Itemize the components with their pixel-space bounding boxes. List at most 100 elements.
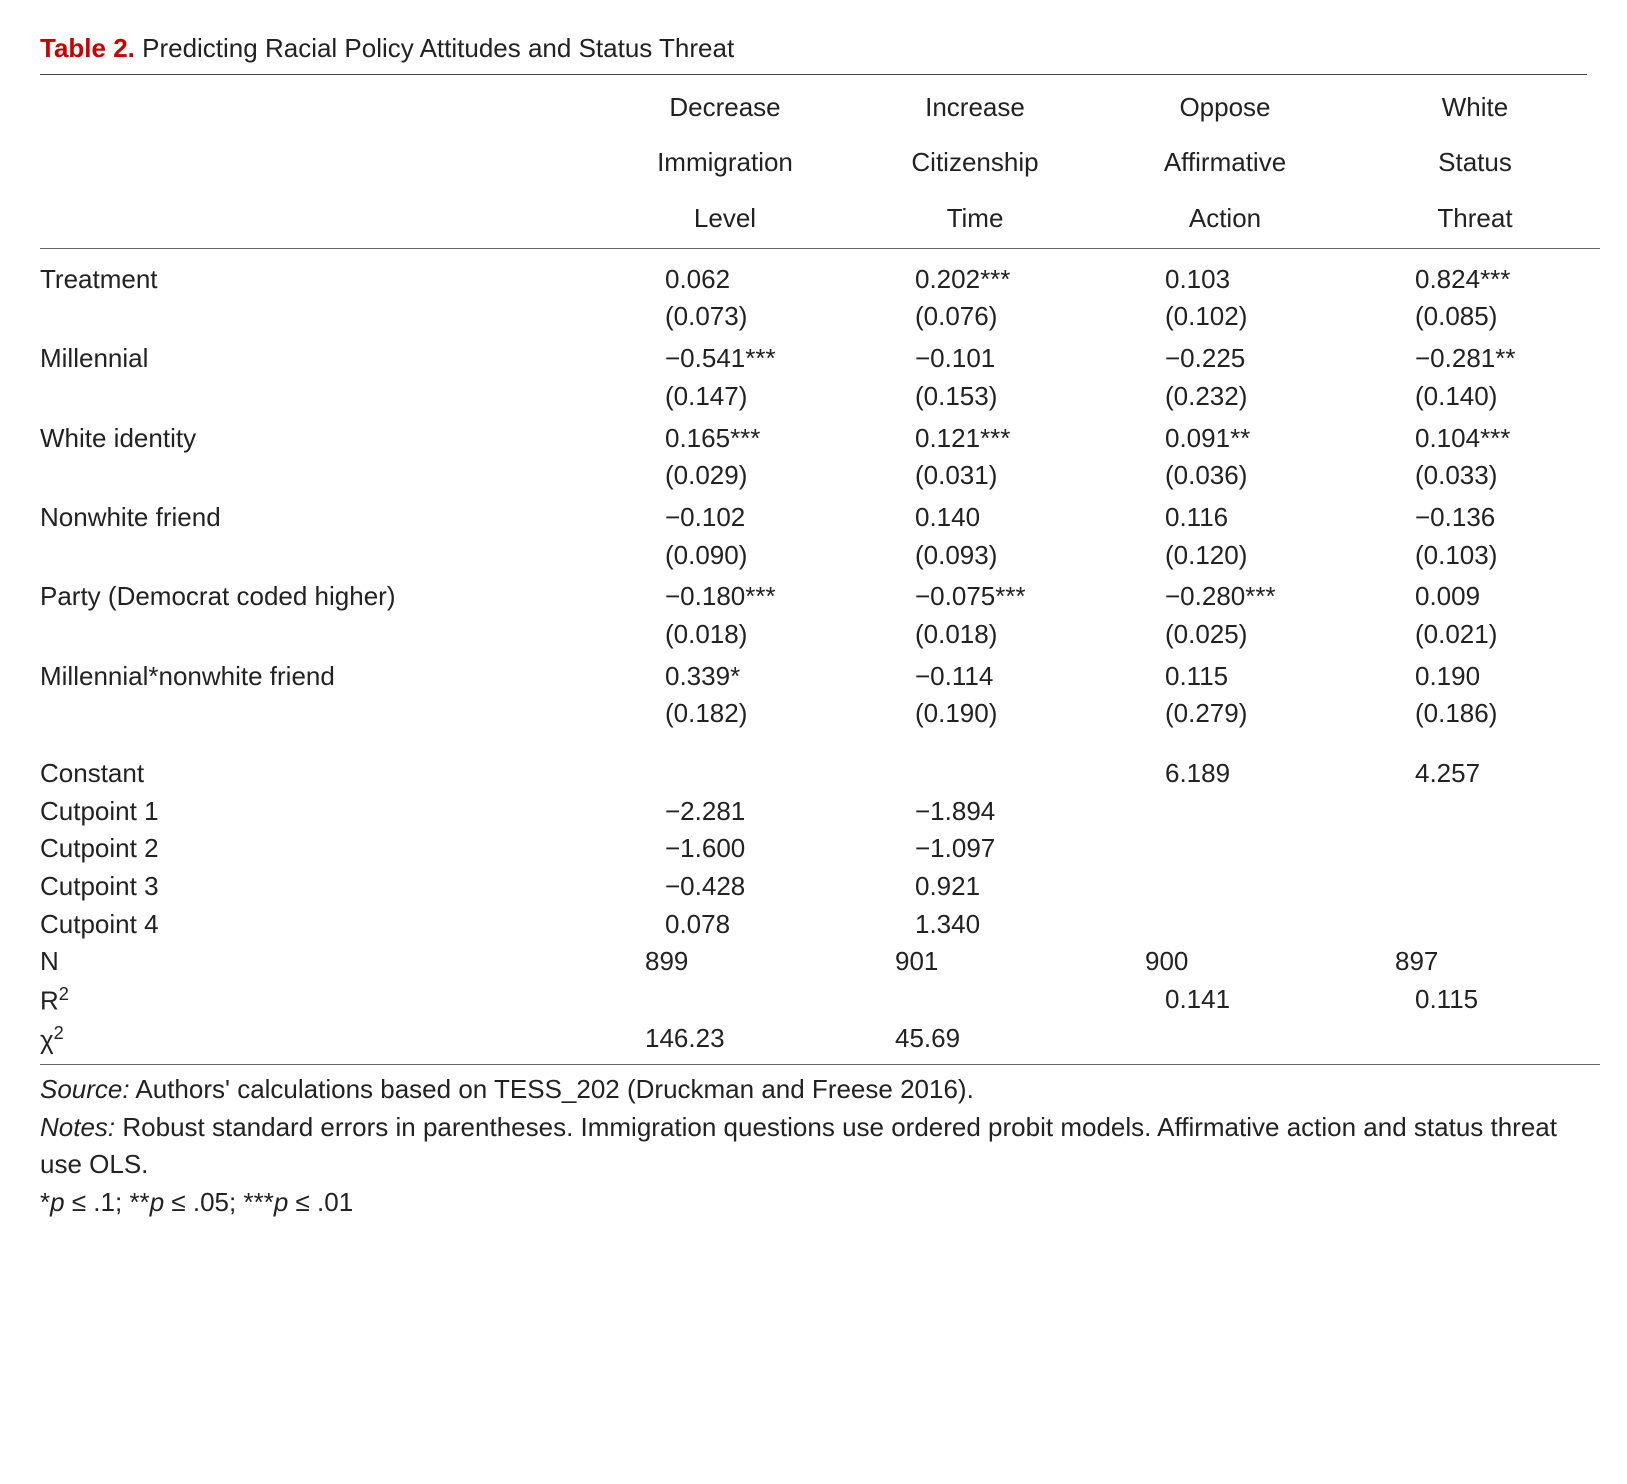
stat-cell [1100,793,1350,831]
table-row: White identity 0.165*** 0.121*** 0.091**… [40,416,1600,458]
col1-h1: Decrease [600,75,850,131]
stat-cell [1350,906,1600,944]
coef-cell: −0.180*** [600,574,850,616]
table-row: Cutpoint 4 0.078 1.340 [40,906,1600,944]
stat-cell: 901 [850,943,1100,981]
coef-cell: 0.165*** [600,416,850,458]
notes-line: Notes: Robust standard errors in parenth… [40,1109,1587,1184]
coef-cell: 0.009 [1350,574,1600,616]
table-title: Table 2. Predicting Racial Policy Attitu… [40,30,1587,75]
stat-cell: 0.921 [850,868,1100,906]
se-cell: (0.153) [850,378,1100,416]
row-label: Cutpoint 2 [40,830,600,868]
se-cell: (0.036) [1100,457,1350,495]
table-row: Millennial−0.541***−0.101−0.225−0.281** [40,336,1600,378]
regression-table: Decrease Increase Oppose White Immigrati… [40,75,1600,1065]
table-row: χ2146.2345.69 [40,1020,1600,1059]
table-row: (0.073)(0.076)(0.102)(0.085) [40,298,1600,336]
row-label: White identity [40,416,600,458]
stat-cell [1100,868,1350,906]
coef-cell: 0.103 [1100,248,1350,298]
header-row-3: Level Time Action Threat [40,186,1600,248]
row-label: Millennial [40,336,600,378]
stat-cell: 1.340 [850,906,1100,944]
stat-cell [1350,1020,1600,1059]
table-row: Party (Democrat coded higher)−0.180***−0… [40,574,1600,616]
table-row: Cutpoint 1−2.281−1.894 [40,793,1600,831]
se-cell: (0.090) [600,537,850,575]
stat-cell: 6.189 [1100,755,1350,793]
stat-cell [1350,793,1600,831]
coef-cell: 0.121*** [850,416,1100,458]
se-cell: (0.102) [1100,298,1350,336]
se-cell: (0.093) [850,537,1100,575]
stat-cell [1100,830,1350,868]
stat-cell: −1.600 [600,830,850,868]
stat-cell: 146.23 [600,1020,850,1059]
table-row: Cutpoint 2−1.600−1.097 [40,830,1600,868]
stat-cell [1100,906,1350,944]
stat-cell: 0.115 [1350,981,1600,1020]
coef-cell: −0.102 [600,495,850,537]
stat-cell [600,755,850,793]
col3-h2: Affirmative [1100,130,1350,186]
stat-cell [600,981,850,1020]
se-cell: (0.186) [1350,695,1600,733]
stat-cell: −0.428 [600,868,850,906]
stat-cell: −1.894 [850,793,1100,831]
se-cell: (0.140) [1350,378,1600,416]
source-line: Source: Authors' calculations based on T… [40,1071,1587,1109]
header-row-1: Decrease Increase Oppose White [40,75,1600,131]
stat-cell: 0.078 [600,906,850,944]
coef-cell: 0.115 [1100,654,1350,696]
stat-cell [1350,868,1600,906]
table-row: N899901900897 [40,943,1600,981]
se-cell: (0.029) [600,457,850,495]
col1-h2: Immigration [600,130,850,186]
table-row: Constant 6.189 4.257 [40,755,1600,793]
coef-cell: 0.062 [600,248,850,298]
table-row: (0.090)(0.093)(0.120)(0.103) [40,537,1600,575]
table-notes: Source: Authors' calculations based on T… [40,1065,1587,1222]
row-label: Constant [40,755,600,793]
se-cell: (0.147) [600,378,850,416]
se-cell: (0.018) [850,616,1100,654]
col4-h3: Threat [1350,186,1600,248]
source-text: Authors' calculations based on TESS_202 … [130,1074,974,1104]
row-label: Cutpoint 3 [40,868,600,906]
table-row: Treatment 0.062 0.202*** 0.103 0.824*** [40,248,1600,298]
stat-cell: 897 [1350,943,1600,981]
stat-cell [1100,1020,1350,1059]
row-label: Cutpoint 4 [40,906,600,944]
stat-cell [850,981,1100,1020]
coef-cell: 0.116 [1100,495,1350,537]
se-cell: (0.120) [1100,537,1350,575]
table-number: Table 2. [40,33,135,63]
se-cell: (0.018) [600,616,850,654]
coef-cell: −0.281** [1350,336,1600,378]
coef-cell: −0.225 [1100,336,1350,378]
notes-text: Robust standard errors in parentheses. I… [40,1112,1557,1180]
coef-cell: 0.104*** [1350,416,1600,458]
coef-cell: 0.190 [1350,654,1600,696]
col3-h1: Oppose [1100,75,1350,131]
table-row: Cutpoint 3−0.428 0.921 [40,868,1600,906]
coef-cell: −0.280*** [1100,574,1350,616]
coef-cell: −0.541*** [600,336,850,378]
coef-cell: −0.075*** [850,574,1100,616]
table-row: (0.147)(0.153)(0.232)(0.140) [40,378,1600,416]
stat-cell: 45.69 [850,1020,1100,1059]
table-row: (0.029)(0.031)(0.036)(0.033) [40,457,1600,495]
row-label: Party (Democrat coded higher) [40,574,600,616]
col1-h3: Level [600,186,850,248]
stat-cell [850,755,1100,793]
se-cell: (0.033) [1350,457,1600,495]
col2-h3: Time [850,186,1100,248]
row-label: N [40,943,600,981]
table-row: R2 0.141 0.115 [40,981,1600,1020]
se-cell: (0.076) [850,298,1100,336]
se-cell: (0.085) [1350,298,1600,336]
col3-h3: Action [1100,186,1350,248]
row-label: χ2 [40,1020,600,1059]
coef-cell: 0.140 [850,495,1100,537]
